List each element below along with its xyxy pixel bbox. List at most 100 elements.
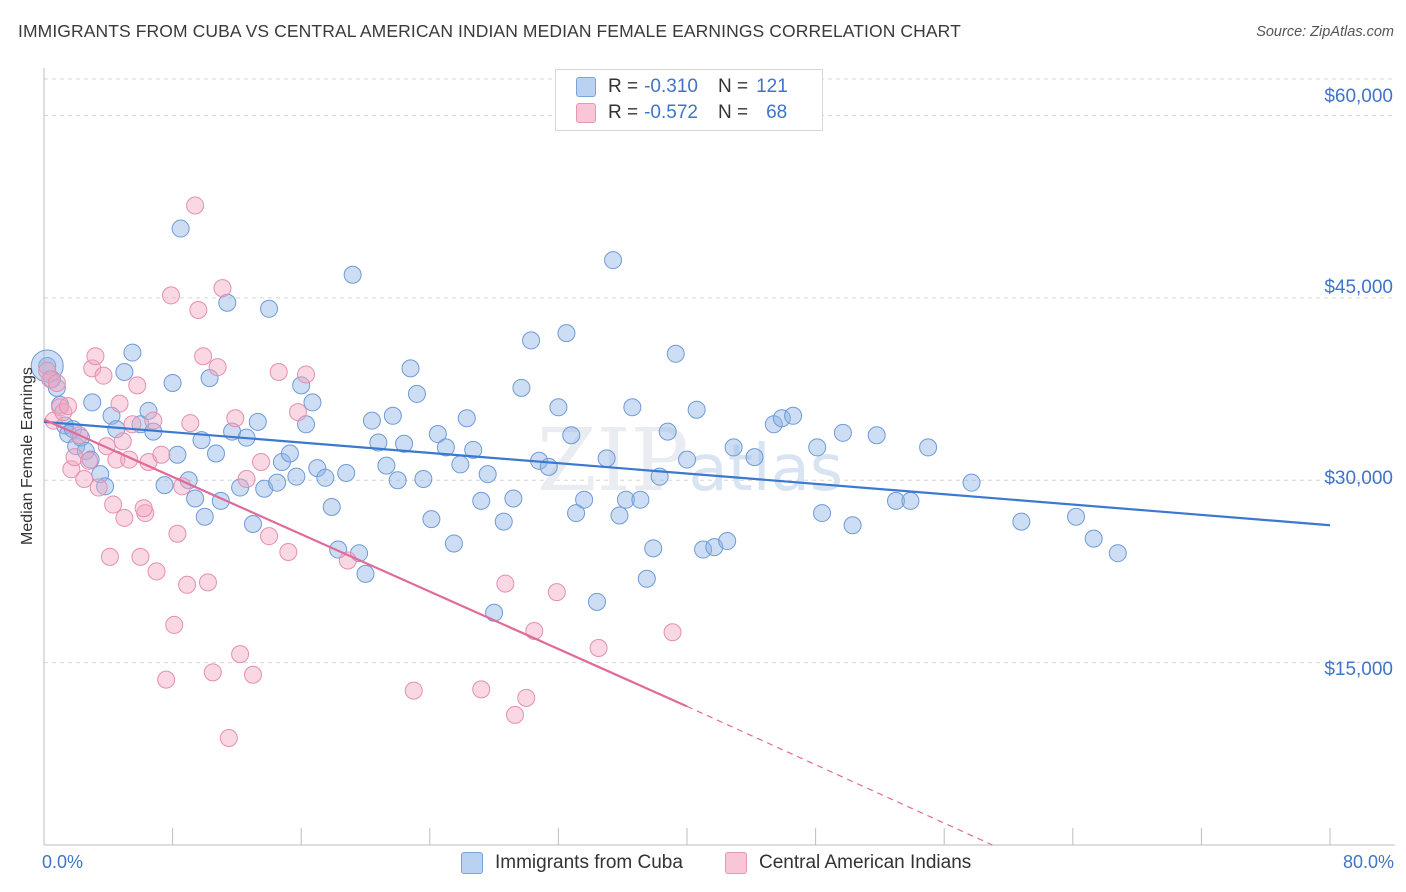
point-cuba [343,265,362,284]
y-tick-label: $15,000 [1324,659,1393,680]
point-central-american-indian [186,196,205,215]
point-central-american-indian [83,359,102,378]
point-central-american-indian [75,470,94,489]
point-cuba [718,532,737,551]
trend-line-extension-central-american-indians [686,705,993,846]
point-central-american-indian [213,279,232,298]
point-cuba [401,359,420,378]
point-central-american-indian [134,499,153,518]
point-cuba [83,393,102,412]
swatch-cuba [576,77,596,97]
point-cuba [388,471,407,490]
point-cuba [631,490,650,509]
point-central-american-indian [152,445,171,464]
trend-line-central-american-indians [43,418,688,708]
x-tick-label-max: 80.0% [1342,852,1394,872]
r-value-central-american-indians: -0.572 [644,102,698,123]
point-cuba [1108,544,1127,563]
point-cuba [962,473,981,492]
point-central-american-indian [269,363,288,382]
point-cuba [377,456,396,475]
point-cuba [383,406,402,425]
point-central-american-indian [110,394,129,413]
legend-item-cuba[interactable]: Immigrants from Cuba [461,852,683,874]
y-tick-label: $45,000 [1324,277,1393,298]
point-cuba [414,470,433,489]
point-cuba [207,444,226,463]
point-cuba [287,467,306,486]
point-cuba [843,516,862,535]
point-central-american-indian [62,460,81,479]
point-cuba [139,401,158,420]
legend-item-central-american-indians[interactable]: Central American Indians [725,852,971,874]
point-cuba [248,412,267,431]
point-central-american-indian [144,411,163,430]
point-cuba [867,426,886,445]
point-cuba [784,406,803,425]
point-cuba [610,506,629,525]
point-cuba [494,512,513,531]
point-cuba [457,409,476,428]
point-central-american-indian [496,574,515,593]
point-cuba [123,343,142,362]
point-cuba [407,384,426,403]
point-cuba [575,490,594,509]
point-cuba [168,445,187,464]
point-cuba [549,398,568,417]
point-cuba [623,398,642,417]
point-cuba [155,476,174,495]
y-tick-label: $30,000 [1324,468,1393,489]
point-central-american-indian [189,301,208,320]
point-cuba [303,393,322,412]
legend-label-cuba: Immigrants from Cuba [495,852,683,873]
stats-row-cuba: R = -0.310 N = 121 [576,75,788,99]
point-cuba [268,473,287,492]
point-central-american-indian [260,527,279,546]
point-cuba [478,465,497,484]
point-cuba [444,534,463,553]
point-central-american-indian [279,542,298,561]
point-cuba [901,491,920,510]
point-cuba [472,491,491,510]
point-cuba [195,507,214,526]
y-axis-label: Median Female Earnings [19,367,36,545]
point-central-american-indian [80,451,99,470]
point-central-american-indian [65,448,84,467]
grid-lines [44,78,1395,664]
point-cuba [115,363,134,382]
point-cuba [96,477,115,496]
point-central-american-indian [147,562,166,581]
point-cuba [886,491,905,510]
point-central-american-indian [297,365,316,384]
point-cuba [637,569,656,588]
point-cuba [687,400,706,419]
point-central-american-indian [168,524,187,543]
point-cuba [260,299,279,318]
point-central-american-indian [198,573,217,592]
series-central-american-indian-points [38,196,682,748]
swatch-central-american-indians [576,103,596,123]
point-central-american-indian [89,478,108,497]
source-note[interactable]: Source: ZipAtlas.com [1256,24,1394,40]
point-cuba [451,455,470,474]
point-cuba [1067,507,1086,526]
point-central-american-indian [226,409,245,428]
point-cuba [1084,529,1103,548]
point-central-american-indian [161,286,180,305]
point-cuba [772,409,791,428]
point-central-american-indian [104,495,123,514]
point-cuba [658,422,677,441]
point-central-american-indian [47,373,66,392]
point-cuba [316,468,335,487]
point-central-american-indian [194,347,213,366]
point-central-american-indian [157,670,176,689]
r-value-cuba: -0.310 [644,76,698,97]
point-central-american-indian [59,397,78,416]
point-cuba [436,438,455,457]
point-central-american-indian [547,583,566,602]
point-central-american-indian [54,403,73,422]
point-cuba [562,426,581,445]
point-cuba [91,465,110,484]
point-central-american-indian [589,639,608,658]
